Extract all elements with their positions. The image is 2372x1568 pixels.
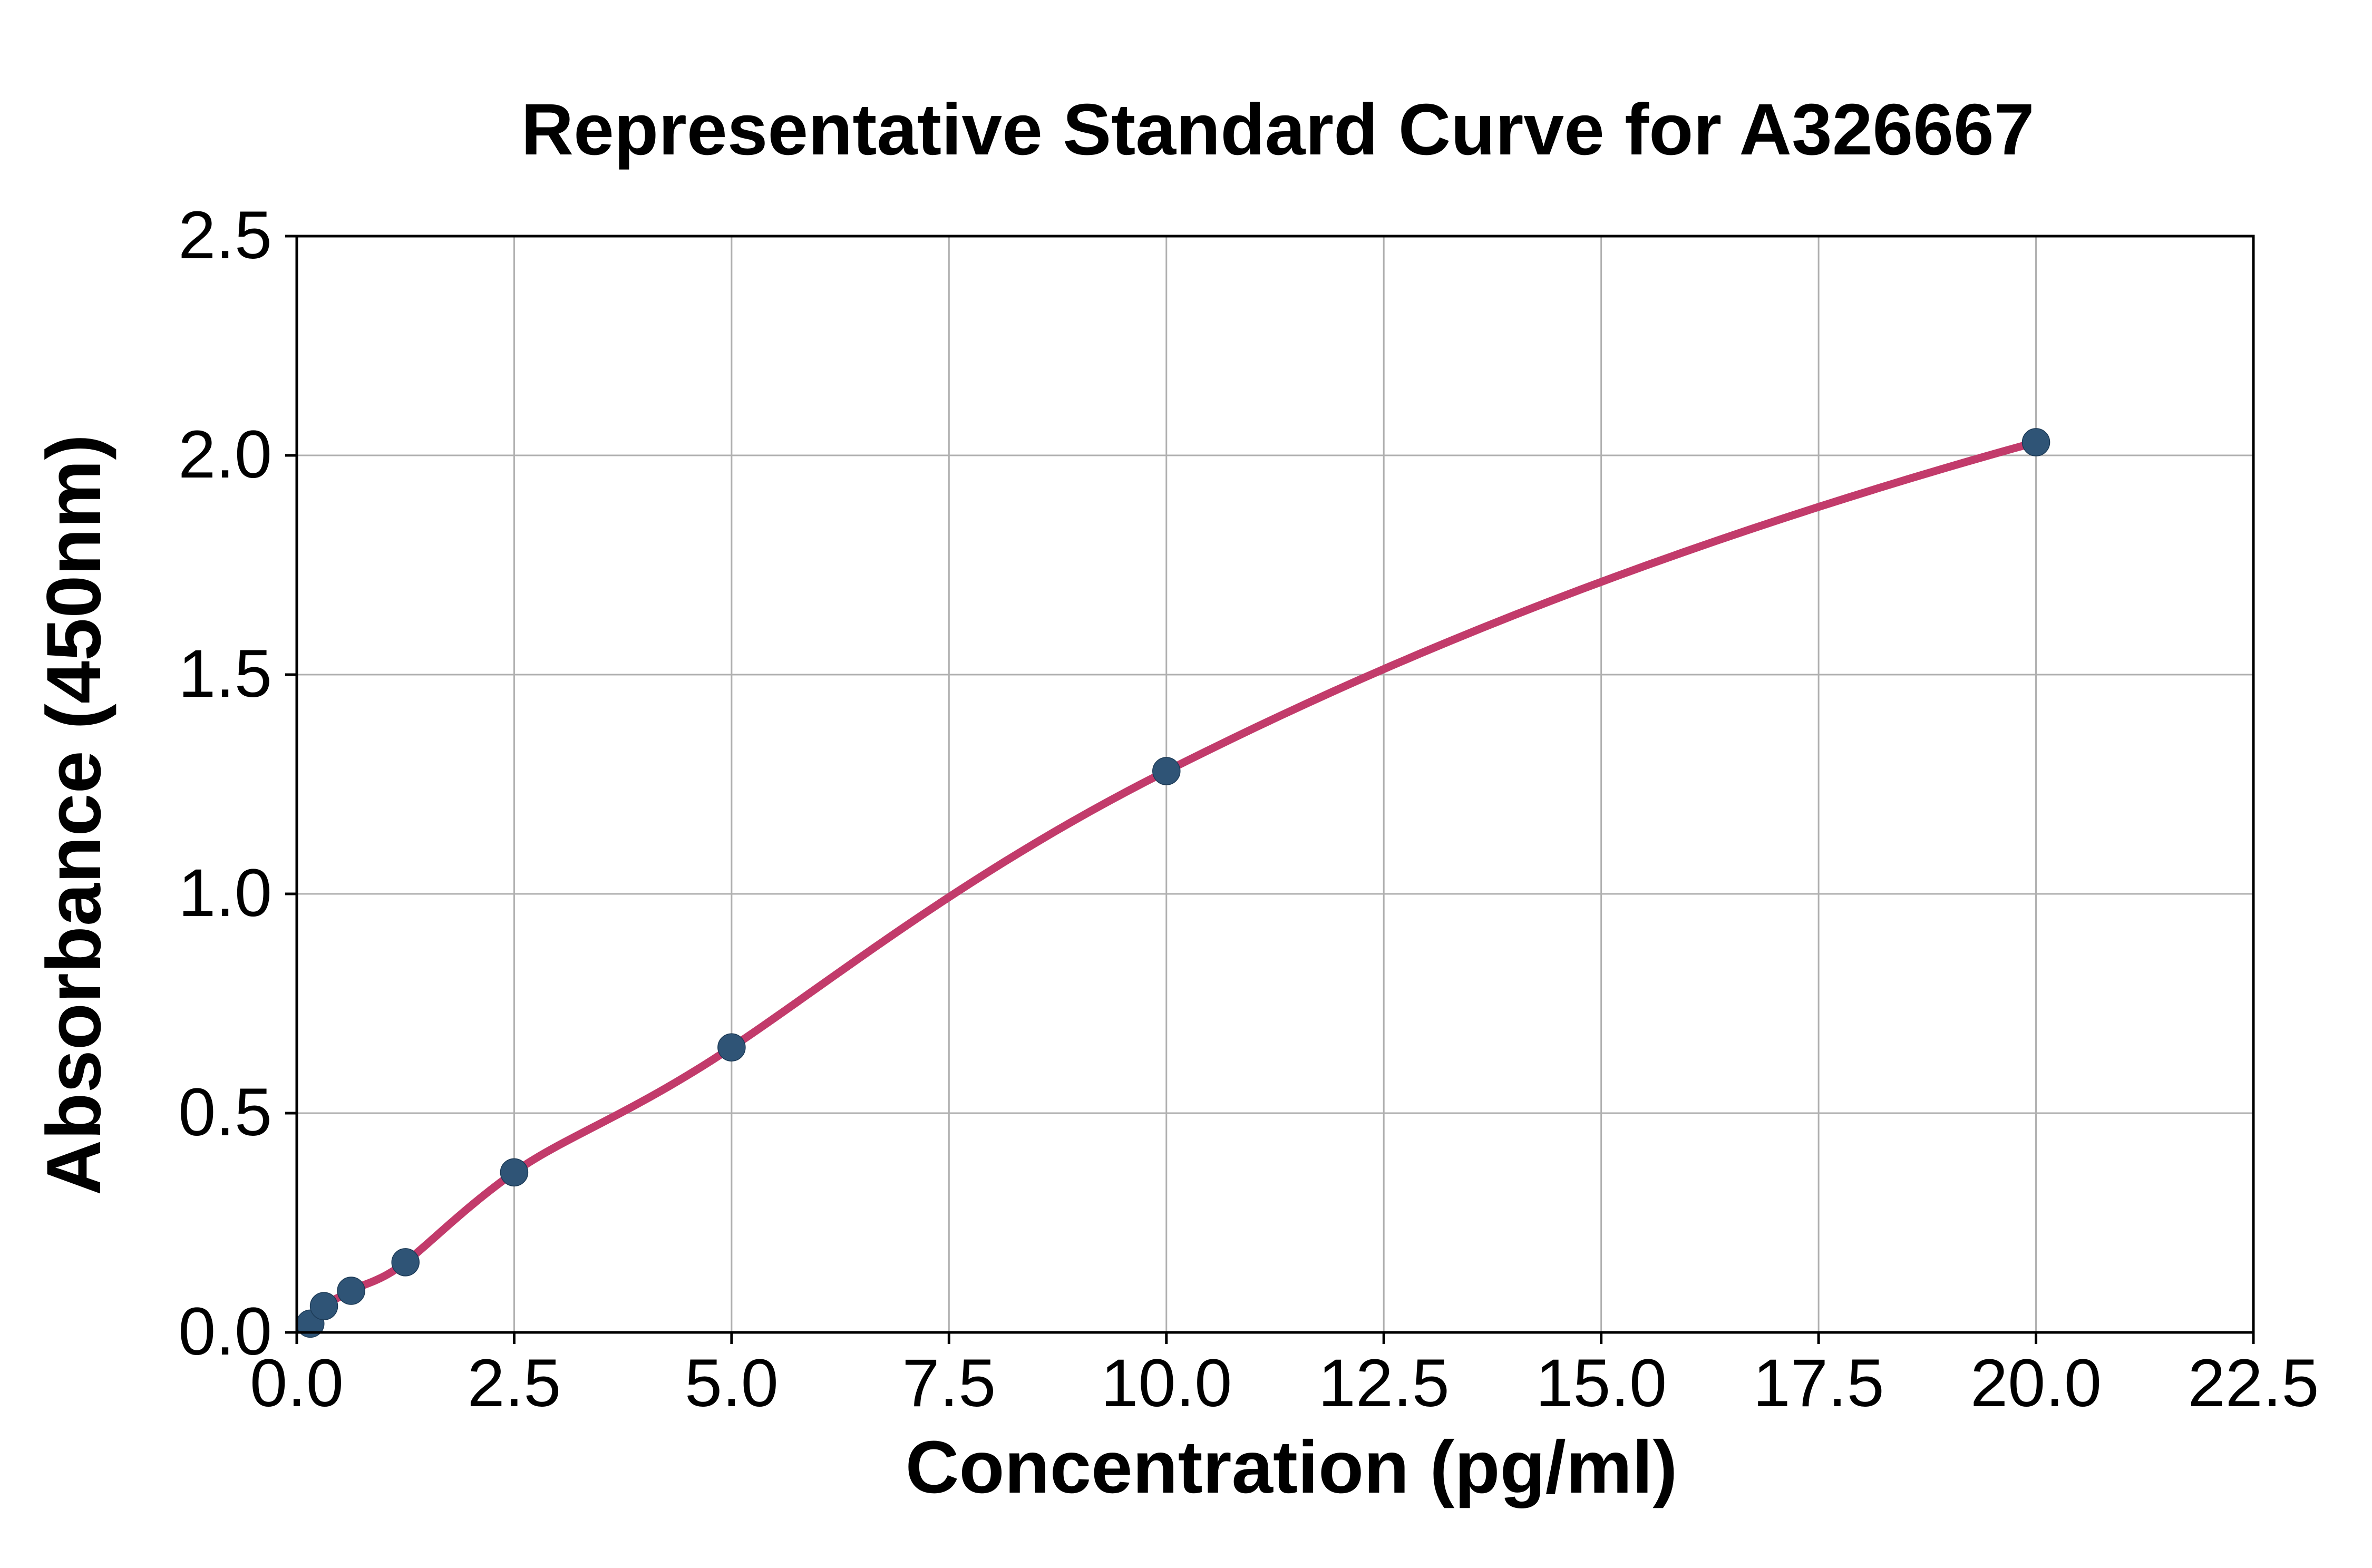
svg-text:22.5: 22.5	[2188, 1346, 2319, 1421]
svg-text:17.5: 17.5	[1753, 1346, 1884, 1421]
svg-text:5.0: 5.0	[685, 1346, 779, 1421]
svg-text:15.0: 15.0	[1535, 1346, 1667, 1421]
svg-text:Absorbance (450nm): Absorbance (450nm)	[31, 434, 116, 1195]
svg-text:2.5: 2.5	[467, 1346, 561, 1421]
svg-text:0.0: 0.0	[178, 1294, 272, 1369]
svg-text:2.0: 2.0	[178, 417, 272, 492]
svg-text:1.0: 1.0	[178, 855, 272, 931]
svg-text:1.5: 1.5	[178, 636, 272, 712]
svg-text:7.5: 7.5	[902, 1346, 996, 1421]
svg-text:12.5: 12.5	[1318, 1346, 1450, 1421]
svg-text:0.5: 0.5	[178, 1075, 272, 1150]
svg-text:Concentration (pg/ml): Concentration (pg/ml)	[906, 1425, 1678, 1508]
svg-text:20.0: 20.0	[1970, 1346, 2102, 1421]
svg-text:2.5: 2.5	[178, 198, 272, 273]
svg-text:Representative Standard Curve: Representative Standard Curve for A32666…	[521, 89, 2034, 170]
svg-text:10.0: 10.0	[1101, 1346, 1232, 1421]
